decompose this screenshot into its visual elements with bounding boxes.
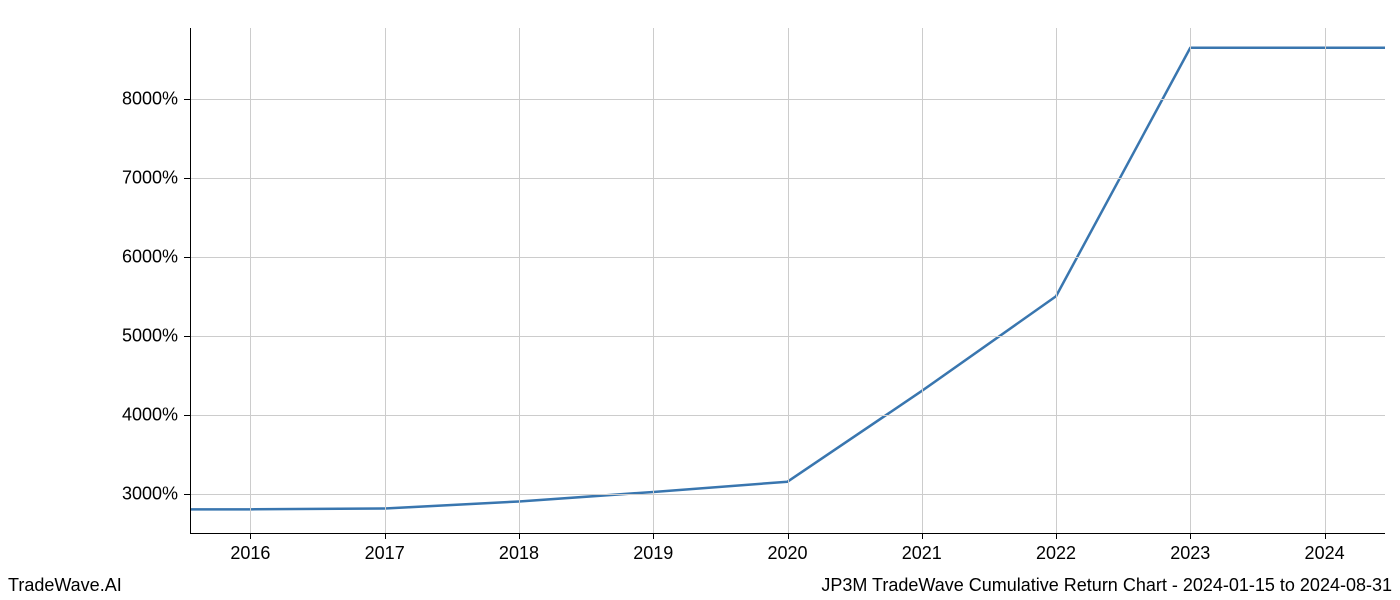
grid-line-vertical <box>922 28 923 533</box>
x-axis-line <box>190 533 1385 534</box>
y-tick-label: 6000% <box>122 246 178 267</box>
x-tick-label: 2019 <box>633 543 673 564</box>
x-tick-label: 2021 <box>902 543 942 564</box>
grid-line-horizontal <box>190 178 1385 179</box>
x-tick-label: 2023 <box>1170 543 1210 564</box>
x-tick-label: 2018 <box>499 543 539 564</box>
y-tick-label: 8000% <box>122 89 178 110</box>
grid-line-horizontal <box>190 99 1385 100</box>
grid-line-vertical <box>385 28 386 533</box>
grid-line-horizontal <box>190 257 1385 258</box>
grid-line-vertical <box>788 28 789 533</box>
x-tick-label: 2024 <box>1305 543 1345 564</box>
y-tick-label: 3000% <box>122 483 178 504</box>
grid-line-vertical <box>1190 28 1191 533</box>
y-axis-line <box>190 28 191 533</box>
grid-line-vertical <box>1325 28 1326 533</box>
x-tick-label: 2016 <box>230 543 270 564</box>
y-tick-label: 4000% <box>122 404 178 425</box>
footer-left-label: TradeWave.AI <box>8 575 122 596</box>
grid-line-horizontal <box>190 494 1385 495</box>
y-tick-label: 5000% <box>122 325 178 346</box>
grid-line-vertical <box>1056 28 1057 533</box>
y-tick-label: 7000% <box>122 167 178 188</box>
x-tick-label: 2020 <box>767 543 807 564</box>
x-tick-label: 2022 <box>1036 543 1076 564</box>
grid-line-horizontal <box>190 336 1385 337</box>
grid-line-horizontal <box>190 415 1385 416</box>
grid-line-vertical <box>250 28 251 533</box>
grid-line-vertical <box>653 28 654 533</box>
x-tick-label: 2017 <box>365 543 405 564</box>
chart-container: 2016 2017 2018 2019 2020 2021 2022 2023 2024 3000… <box>0 0 1400 600</box>
footer-right-label: JP3M TradeWave Cumulative Return Chart -… <box>821 575 1392 596</box>
grid-line-vertical <box>519 28 520 533</box>
